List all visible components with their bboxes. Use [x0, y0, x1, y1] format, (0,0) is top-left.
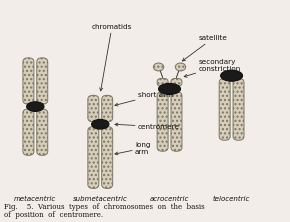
Text: of  position  of  centromere.: of position of centromere.	[3, 211, 103, 219]
Text: submetacentric: submetacentric	[73, 196, 128, 202]
Ellipse shape	[92, 119, 109, 129]
FancyBboxPatch shape	[88, 127, 99, 188]
Text: Fig.    5.  Various  types  of  chromosomes  on  the  basis: Fig. 5. Various types of chromosomes on …	[3, 203, 204, 211]
FancyBboxPatch shape	[23, 58, 34, 104]
Text: short arm: short arm	[115, 92, 173, 106]
FancyBboxPatch shape	[219, 78, 230, 140]
Ellipse shape	[27, 102, 44, 111]
Circle shape	[175, 63, 186, 71]
Text: acrocentric: acrocentric	[150, 196, 189, 202]
Text: chromatids: chromatids	[92, 24, 132, 91]
Ellipse shape	[221, 70, 242, 81]
Text: telocentric: telocentric	[213, 196, 250, 202]
Text: satellite: satellite	[182, 35, 227, 61]
FancyBboxPatch shape	[157, 92, 168, 151]
FancyBboxPatch shape	[23, 109, 34, 155]
FancyBboxPatch shape	[37, 109, 48, 155]
FancyBboxPatch shape	[171, 78, 182, 86]
Text: metacentric: metacentric	[14, 196, 57, 202]
Text: centromere: centromere	[115, 123, 180, 130]
Ellipse shape	[159, 83, 180, 94]
FancyBboxPatch shape	[102, 95, 113, 122]
FancyBboxPatch shape	[102, 127, 113, 188]
Text: secondary
constriction: secondary constriction	[184, 59, 241, 77]
FancyBboxPatch shape	[37, 58, 48, 104]
Text: long
arm: long arm	[115, 142, 151, 155]
FancyBboxPatch shape	[171, 92, 182, 151]
FancyBboxPatch shape	[233, 78, 244, 140]
FancyBboxPatch shape	[157, 78, 168, 86]
FancyBboxPatch shape	[88, 95, 99, 122]
Circle shape	[153, 63, 164, 71]
